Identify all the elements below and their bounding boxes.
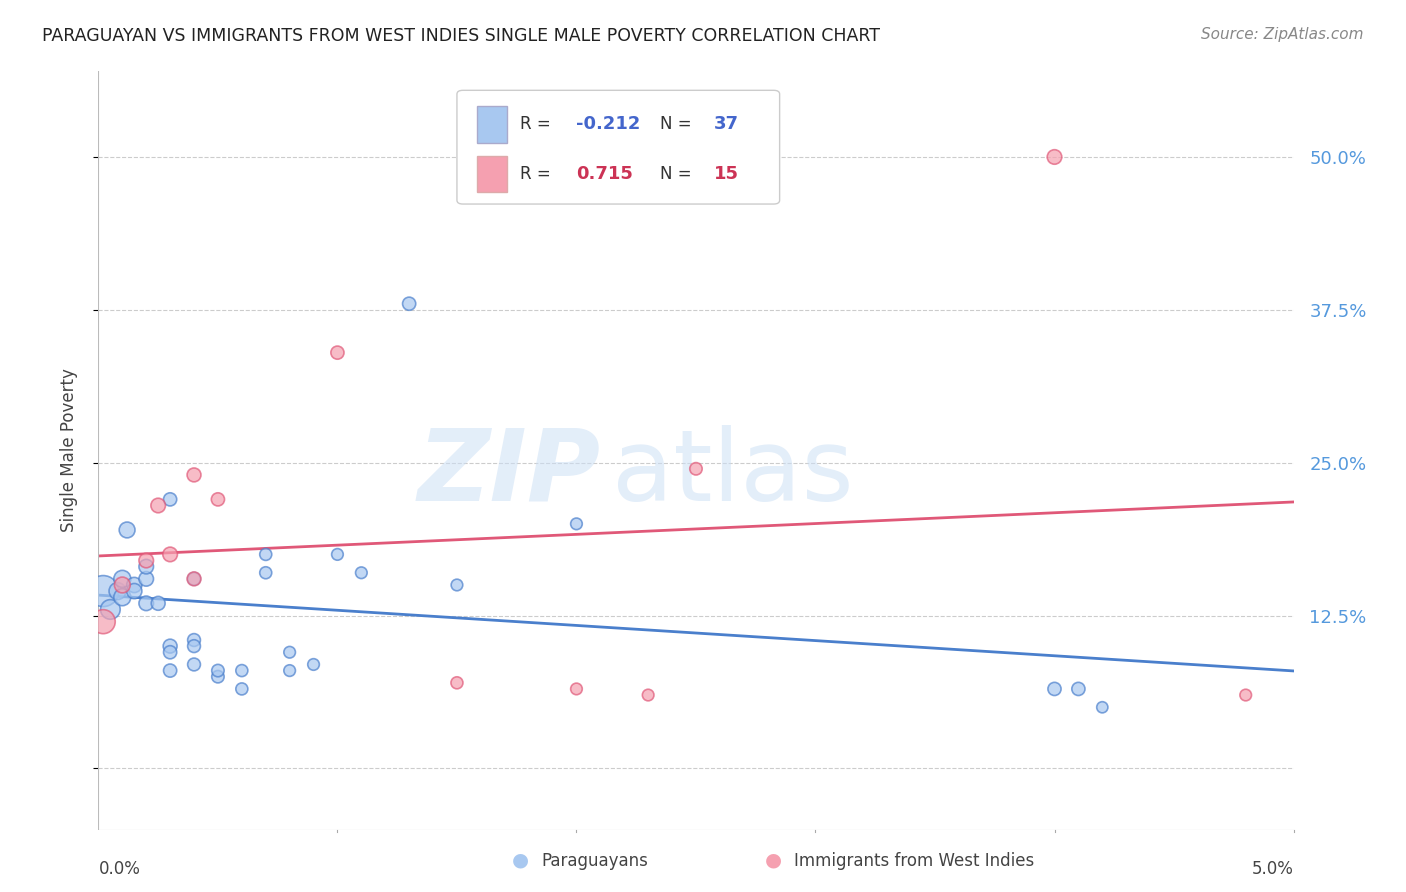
Point	[685, 462, 707, 476]
Point	[111, 572, 134, 586]
Point	[124, 578, 146, 592]
Point	[350, 566, 373, 580]
Point	[446, 578, 468, 592]
Point	[1043, 150, 1066, 164]
Point	[254, 566, 277, 580]
Text: 0.715: 0.715	[576, 165, 633, 183]
Y-axis label: Single Male Poverty: Single Male Poverty	[59, 368, 77, 533]
Point	[1043, 681, 1066, 696]
Text: 5.0%: 5.0%	[1251, 860, 1294, 878]
Point	[326, 345, 349, 359]
Point	[135, 559, 157, 574]
Point	[207, 492, 229, 507]
Point	[111, 591, 134, 605]
Point	[398, 296, 420, 310]
Point	[1067, 681, 1090, 696]
Point	[565, 681, 588, 696]
Text: ZIP: ZIP	[418, 425, 600, 522]
Text: N =: N =	[661, 115, 697, 134]
Point	[1091, 700, 1114, 714]
Point	[446, 675, 468, 690]
Text: ●: ●	[512, 851, 529, 870]
Point	[302, 657, 325, 672]
Point	[183, 633, 205, 648]
FancyBboxPatch shape	[477, 155, 508, 192]
Text: -0.212: -0.212	[576, 115, 641, 134]
Point	[159, 492, 181, 507]
Point	[148, 499, 170, 513]
FancyBboxPatch shape	[477, 106, 508, 143]
Point	[111, 578, 134, 592]
FancyBboxPatch shape	[457, 90, 780, 204]
Point	[98, 602, 122, 616]
Text: R =: R =	[520, 165, 557, 183]
Point	[637, 688, 659, 702]
Point	[115, 523, 138, 537]
Text: Immigrants from West Indies: Immigrants from West Indies	[794, 852, 1035, 870]
Point	[278, 664, 301, 678]
Point	[183, 639, 205, 653]
Text: PARAGUAYAN VS IMMIGRANTS FROM WEST INDIES SINGLE MALE POVERTY CORRELATION CHART: PARAGUAYAN VS IMMIGRANTS FROM WEST INDIE…	[42, 27, 880, 45]
Point	[91, 615, 114, 629]
Point	[326, 548, 349, 562]
Point	[91, 584, 114, 599]
Text: N =: N =	[661, 165, 697, 183]
Text: 0.0%: 0.0%	[98, 860, 141, 878]
Point	[148, 596, 170, 610]
Point	[183, 657, 205, 672]
Point	[231, 664, 253, 678]
Point	[107, 584, 129, 599]
Point	[1234, 688, 1257, 702]
Text: R =: R =	[520, 115, 557, 134]
Text: 37: 37	[714, 115, 740, 134]
Point	[135, 596, 157, 610]
Text: atlas: atlas	[613, 425, 853, 522]
Point	[183, 467, 205, 482]
Point	[159, 548, 181, 562]
Point	[278, 645, 301, 659]
Point	[135, 553, 157, 567]
Point	[124, 584, 146, 599]
Text: 15: 15	[714, 165, 740, 183]
Point	[183, 572, 205, 586]
Point	[159, 645, 181, 659]
Point	[254, 548, 277, 562]
Text: Source: ZipAtlas.com: Source: ZipAtlas.com	[1201, 27, 1364, 42]
Point	[159, 639, 181, 653]
Point	[159, 664, 181, 678]
Point	[231, 681, 253, 696]
Text: Paraguayans: Paraguayans	[541, 852, 648, 870]
Point	[207, 664, 229, 678]
Point	[207, 670, 229, 684]
Text: ●: ●	[765, 851, 782, 870]
Point	[565, 516, 588, 531]
Point	[135, 572, 157, 586]
Point	[183, 572, 205, 586]
